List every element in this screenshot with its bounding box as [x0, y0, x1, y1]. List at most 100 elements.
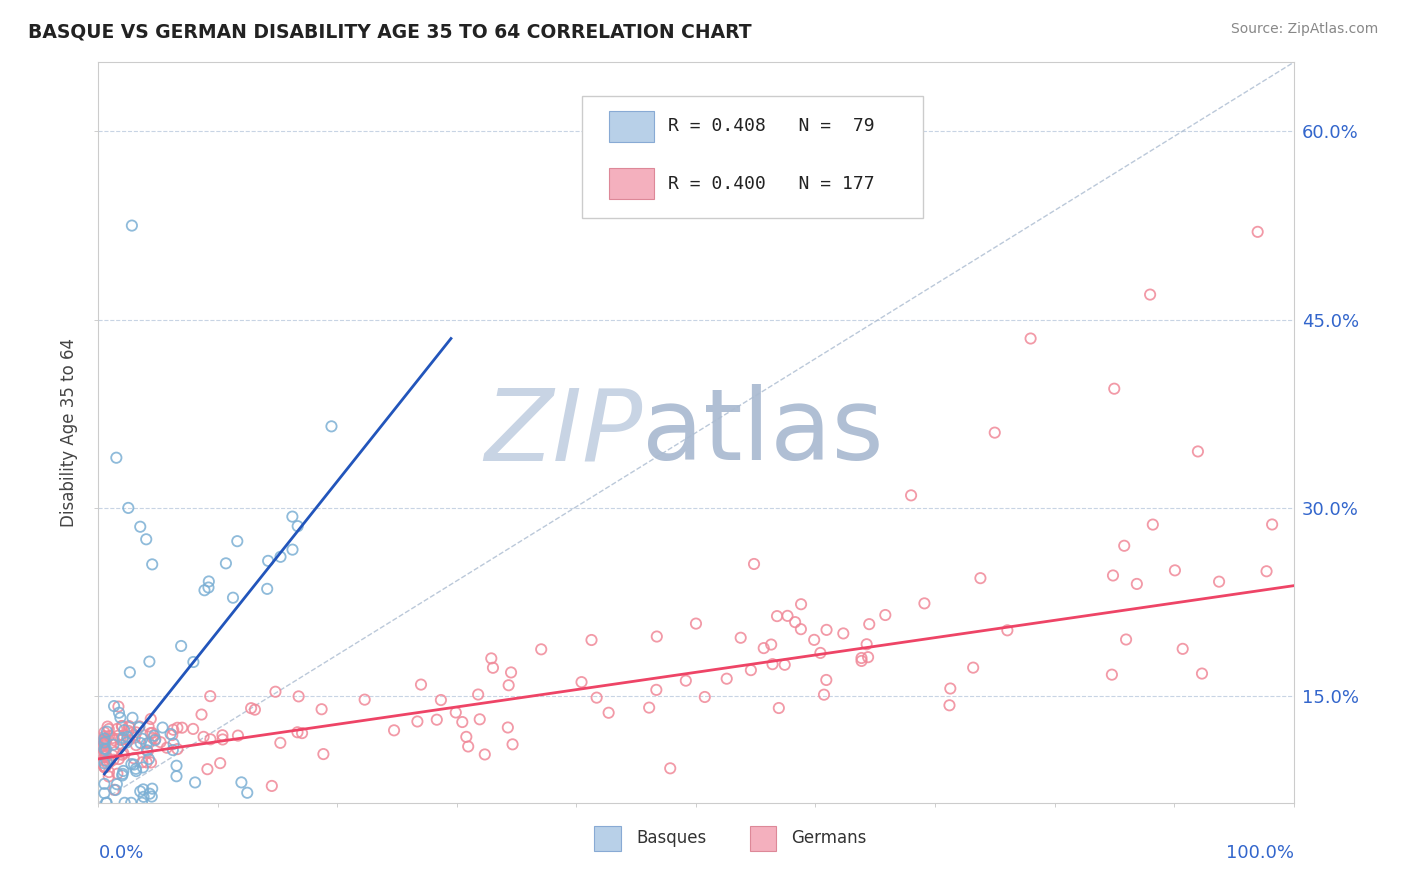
Point	[111, 732, 134, 747]
Point	[101, 748, 124, 763]
Point	[598, 706, 620, 720]
Point	[115, 735, 138, 749]
Point	[122, 751, 145, 765]
Point	[117, 730, 139, 744]
Point	[200, 689, 222, 703]
Point	[530, 642, 553, 657]
Point	[730, 631, 752, 645]
Point	[1247, 225, 1270, 239]
Point	[312, 747, 335, 761]
Point	[114, 796, 136, 810]
Point	[170, 639, 193, 653]
Point	[645, 630, 668, 644]
Point	[571, 675, 593, 690]
Point	[94, 734, 117, 748]
Point	[96, 796, 118, 810]
Point	[162, 743, 184, 757]
Point	[125, 725, 148, 739]
Point	[197, 581, 219, 595]
Point	[96, 742, 118, 756]
Point	[131, 796, 153, 810]
Point	[638, 700, 661, 714]
Point	[815, 623, 838, 637]
Point	[111, 747, 134, 762]
Point	[1101, 667, 1123, 681]
Point	[141, 558, 163, 572]
Point	[96, 754, 118, 768]
Point	[190, 707, 212, 722]
Point	[93, 742, 115, 756]
Point	[149, 735, 172, 749]
Point	[581, 632, 603, 647]
Point	[243, 703, 266, 717]
Point	[482, 661, 505, 675]
Point	[287, 690, 309, 704]
Point	[93, 735, 115, 749]
Point	[129, 736, 152, 750]
Point	[97, 769, 120, 783]
Point	[98, 729, 121, 743]
Point	[93, 733, 115, 747]
Point	[426, 713, 449, 727]
Point	[785, 615, 807, 629]
Point	[94, 747, 117, 762]
Point	[193, 730, 215, 744]
Point	[498, 678, 520, 692]
Point	[198, 574, 221, 589]
Point	[808, 646, 831, 660]
Point	[108, 706, 131, 720]
Point	[231, 775, 253, 789]
Point	[761, 657, 783, 672]
Text: Germans: Germans	[792, 830, 868, 847]
Point	[111, 731, 134, 745]
Point	[269, 736, 291, 750]
Point	[98, 765, 121, 780]
Point	[311, 702, 333, 716]
Point	[995, 624, 1018, 638]
Point	[132, 782, 155, 797]
Point	[125, 764, 148, 778]
Point	[121, 219, 143, 233]
Point	[659, 761, 682, 775]
Point	[139, 756, 162, 770]
Point	[97, 720, 120, 734]
Point	[107, 699, 129, 714]
Text: 0.0%: 0.0%	[98, 844, 143, 862]
Point	[138, 736, 160, 750]
Point	[128, 720, 150, 734]
Point	[143, 733, 166, 747]
Point	[105, 766, 128, 780]
Point	[135, 533, 157, 547]
Point	[409, 677, 432, 691]
Point	[457, 739, 479, 754]
Point	[257, 554, 280, 568]
Point	[110, 733, 132, 747]
Point	[496, 721, 519, 735]
Point	[193, 583, 215, 598]
Point	[141, 781, 163, 796]
Point	[752, 641, 775, 656]
Point	[675, 673, 697, 688]
Point	[98, 755, 121, 769]
Point	[200, 732, 222, 747]
Point	[170, 721, 193, 735]
Point	[502, 737, 524, 751]
Point	[96, 796, 118, 810]
Point	[759, 638, 782, 652]
Point	[166, 721, 188, 735]
Point	[456, 730, 478, 744]
Point	[93, 743, 115, 757]
Y-axis label: Disability Age 35 to 64: Disability Age 35 to 64	[60, 338, 79, 527]
Point	[129, 784, 152, 798]
Point	[105, 722, 128, 736]
Point	[94, 760, 117, 774]
Point	[270, 549, 292, 564]
Point	[773, 657, 796, 672]
Point	[135, 756, 157, 770]
Point	[693, 690, 716, 704]
Point	[162, 737, 184, 751]
Point	[93, 741, 115, 756]
Point	[768, 701, 790, 715]
Point	[716, 672, 738, 686]
Point	[264, 684, 287, 698]
